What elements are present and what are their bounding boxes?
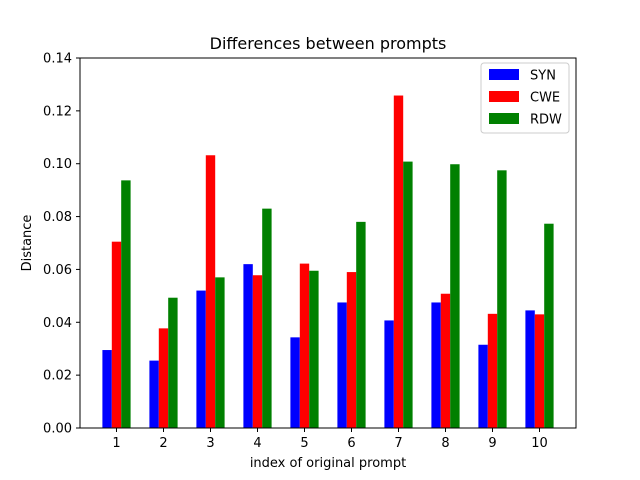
bar-cwe-4 (252, 275, 263, 428)
x-axis-label: index of original prompt (250, 456, 406, 471)
bar-rdw-8 (450, 164, 460, 429)
chart-title: Differences between prompts (210, 34, 447, 53)
plot-area-frame (79, 57, 577, 429)
x-tick-label: 7 (394, 436, 402, 451)
bar-rdw-2 (168, 297, 178, 428)
bar-cwe-3 (205, 155, 216, 428)
bar-syn-2 (149, 360, 159, 428)
x-tick-label: 5 (300, 436, 308, 451)
x-tick-label: 9 (488, 436, 496, 451)
legend-swatch-rdw (489, 113, 519, 124)
bar-rdw-3 (215, 277, 225, 428)
bar-cwe-2 (158, 328, 169, 428)
bar-cwe-5 (299, 263, 310, 428)
bar-syn-8 (431, 302, 441, 428)
bar-rdw-9 (497, 170, 507, 428)
y-tick-label: 0.12 (43, 104, 72, 119)
x-tick-label: 10 (531, 436, 548, 451)
bar-syn-9 (478, 344, 488, 428)
y-axis-label: Distance (20, 215, 35, 272)
x-tick-label: 3 (206, 436, 214, 451)
legend: SYN CWE RDW (480, 62, 570, 134)
bar-syn-6 (337, 302, 347, 428)
bar-rdw-4 (262, 208, 272, 428)
y-tick-label: 0.14 (43, 52, 72, 67)
x-axis-ticks: 1 2 3 4 5 6 7 8 9 10 (112, 428, 548, 451)
bar-syn-1 (102, 350, 112, 428)
bar-syn-7 (384, 320, 394, 428)
bar-cwe-1 (111, 241, 122, 428)
bar-cwe-7 (393, 95, 404, 428)
legend-label-cwe: CWE (530, 91, 560, 106)
bar-rdw-7 (403, 161, 413, 428)
y-tick-label: 0.00 (43, 422, 72, 437)
bar-cwe-6 (346, 272, 357, 428)
x-tick-label: 1 (112, 436, 120, 451)
bar-cwe-8 (440, 293, 451, 428)
legend-swatch-cwe (489, 91, 519, 102)
x-tick-label: 8 (441, 436, 449, 451)
y-tick-label: 0.10 (43, 157, 72, 172)
bar-rdw-6 (356, 221, 366, 428)
bar-cwe-9 (487, 313, 498, 428)
bar-syn-3 (196, 290, 206, 428)
bar-syn-10 (525, 310, 535, 428)
bar-syn-4 (243, 264, 253, 428)
bar-cwe-10 (534, 314, 545, 428)
bars-group (102, 95, 554, 429)
bar-rdw-5 (309, 270, 319, 428)
x-tick-label: 2 (159, 436, 167, 451)
bar-rdw-1 (121, 180, 131, 428)
legend-label-syn: SYN (530, 69, 556, 84)
y-tick-label: 0.04 (43, 316, 72, 331)
x-tick-label: 6 (347, 436, 355, 451)
y-tick-label: 0.02 (43, 369, 72, 384)
y-tick-label: 0.06 (43, 263, 72, 278)
bar-syn-5 (290, 337, 300, 428)
bar-rdw-10 (544, 223, 554, 428)
legend-label-rdw: RDW (530, 113, 562, 128)
x-tick-label: 4 (253, 436, 261, 451)
y-axis-ticks: 0.00 0.02 0.04 0.06 0.08 0.10 0.12 0.14 (43, 52, 80, 437)
y-tick-label: 0.08 (43, 210, 72, 225)
legend-swatch-syn (489, 69, 519, 80)
